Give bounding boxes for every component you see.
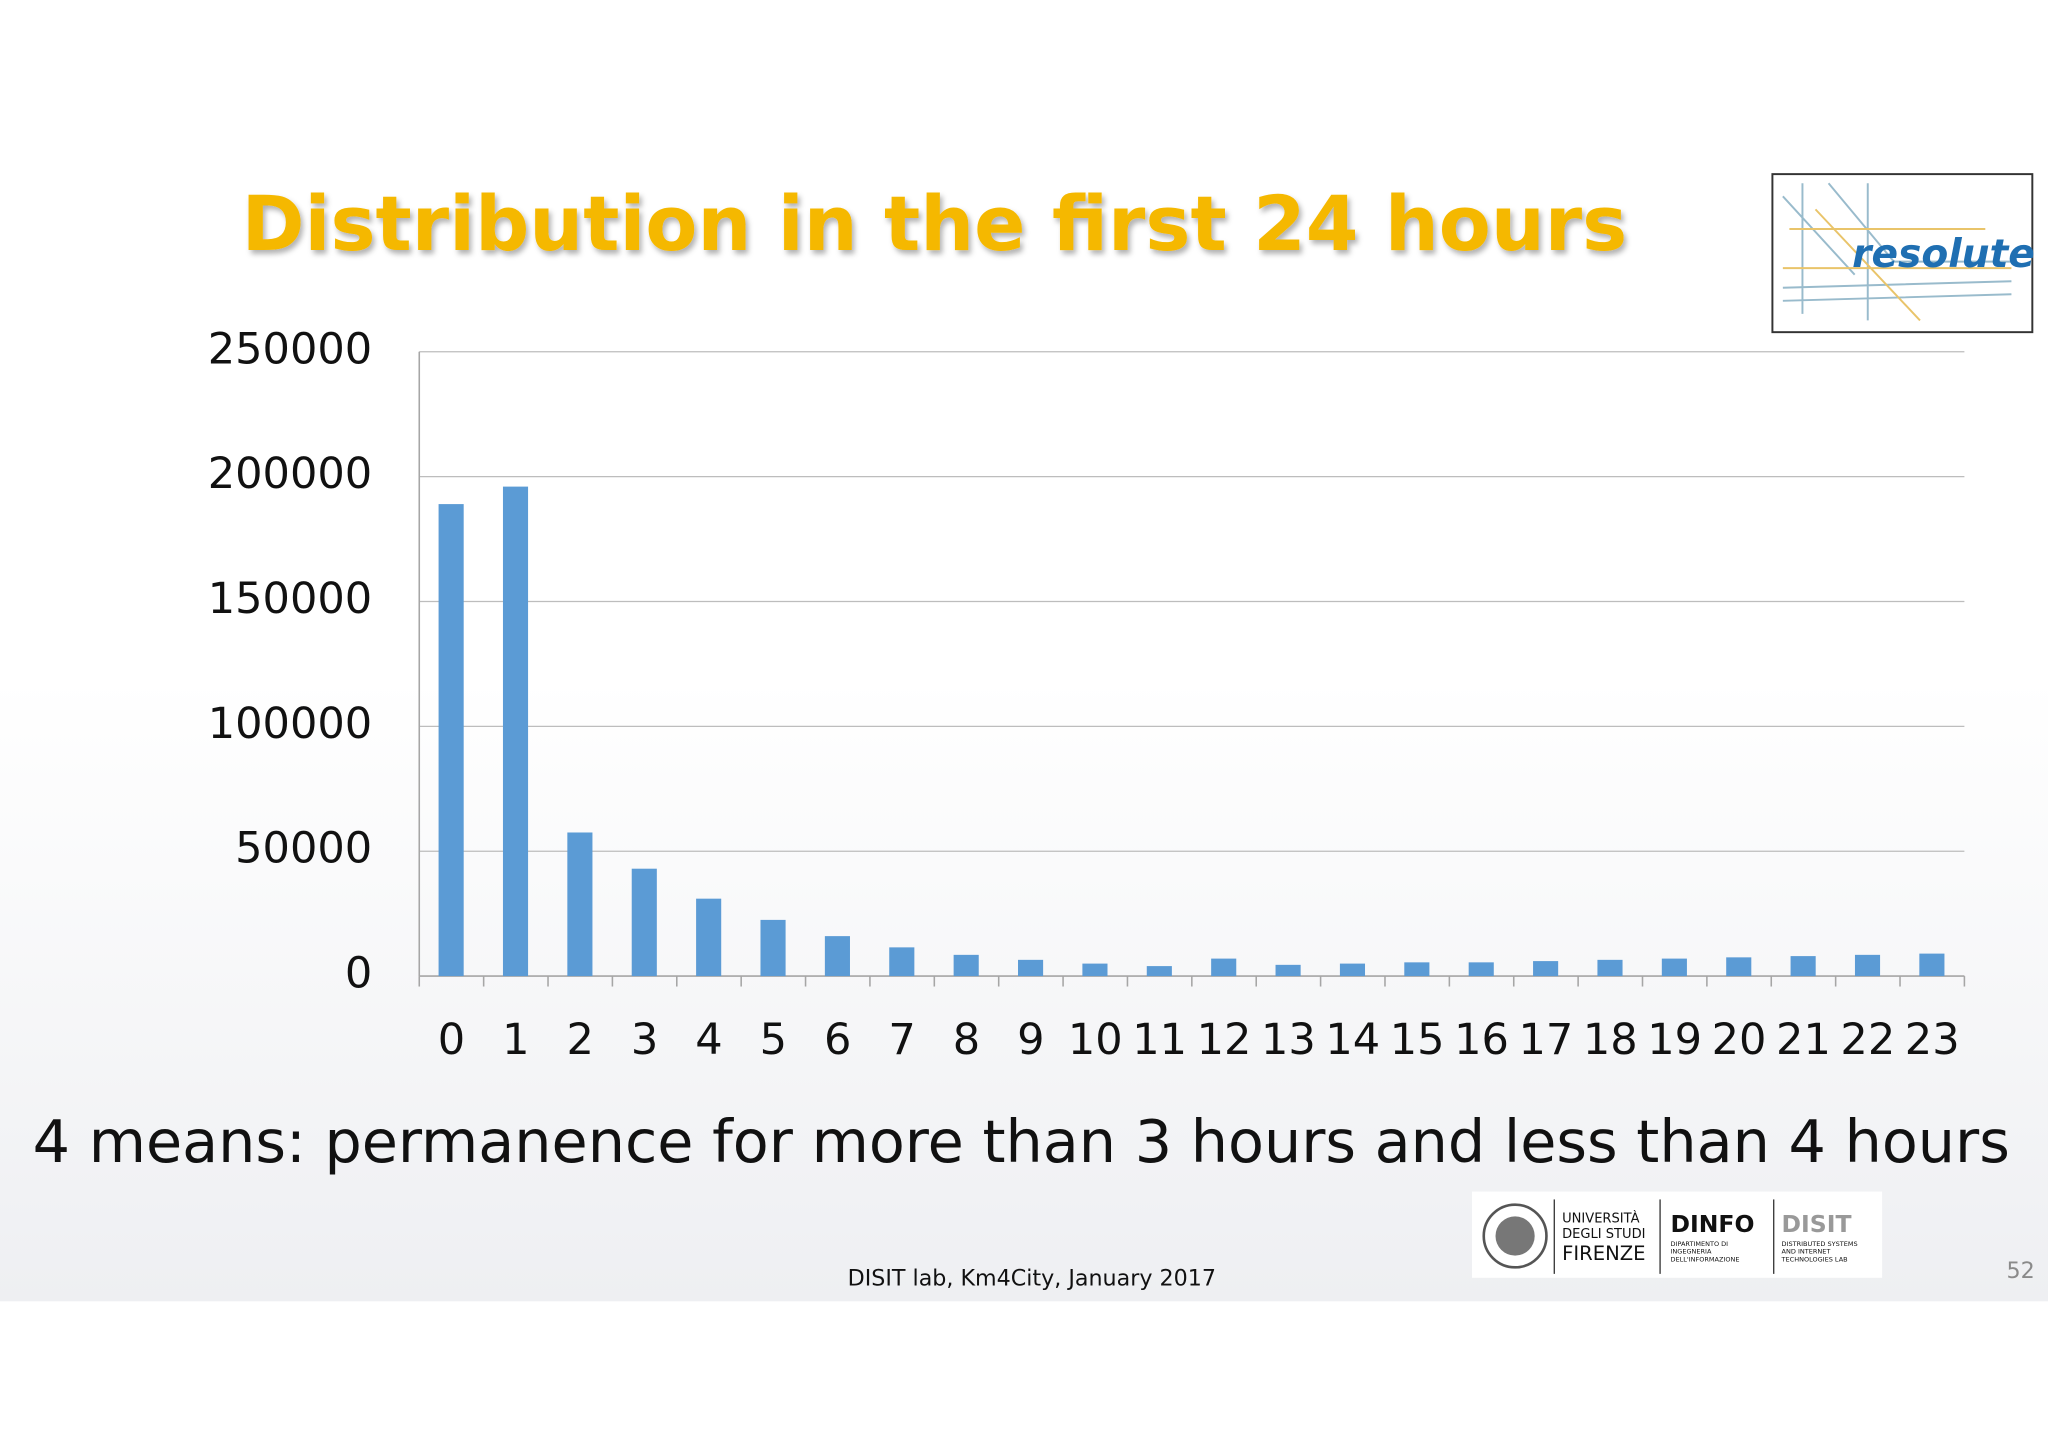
x-tick-label: 10 xyxy=(1068,1015,1123,1065)
disit-sub: DISTRIBUTED SYSTEMS xyxy=(1782,1240,1858,1248)
x-tick-label: 19 xyxy=(1647,1015,1702,1065)
x-tick-label: 16 xyxy=(1454,1015,1509,1065)
y-tick-label: 100000 xyxy=(208,699,373,749)
logo-lines xyxy=(1782,182,2012,321)
disit-sub: TECHNOLOGIES LAB xyxy=(1781,1256,1849,1264)
x-tick-label: 12 xyxy=(1197,1015,1252,1065)
bar xyxy=(696,898,722,977)
bar xyxy=(1533,961,1559,977)
bar xyxy=(1854,954,1881,977)
y-tick-label: 250000 xyxy=(208,324,373,374)
bar xyxy=(889,947,915,977)
x-tick-label: 13 xyxy=(1261,1015,1316,1065)
uni-text: UNIVERSITÀ xyxy=(1562,1211,1639,1227)
dinfo-sub: INGEGNERIA xyxy=(1671,1248,1712,1256)
seal xyxy=(1495,1216,1535,1256)
institution-logos: UNIVERSITÀ DEGLI STUDI FIRENZE DINFO DIP… xyxy=(1472,1191,1883,1278)
x-tick-label: 7 xyxy=(888,1015,915,1065)
x-tick-label: 3 xyxy=(631,1015,658,1065)
logo-panel xyxy=(1472,1191,1883,1278)
x-tick-label: 9 xyxy=(1017,1015,1044,1065)
x-tick-label: 1 xyxy=(502,1015,529,1065)
bar xyxy=(1018,959,1044,977)
bar xyxy=(1275,964,1301,977)
bar xyxy=(1339,963,1366,977)
seal xyxy=(1482,1203,1548,1269)
footer: DISIT lab, Km4City, January 2017 xyxy=(848,1266,1216,1292)
disit-sub: AND INTERNET xyxy=(1782,1248,1831,1256)
x-tick-label: 0 xyxy=(438,1015,465,1065)
bar xyxy=(567,832,593,977)
disit: DISIT xyxy=(1782,1210,1852,1238)
bar xyxy=(1790,956,1816,977)
bar xyxy=(502,486,529,977)
resolute-logo: resolute xyxy=(1771,173,2035,334)
bar xyxy=(1404,962,1430,977)
dinfo: DINFO xyxy=(1671,1210,1755,1238)
x-tick-label: 11 xyxy=(1132,1015,1187,1065)
x-tick-label: 20 xyxy=(1712,1015,1767,1065)
bar xyxy=(760,919,786,977)
y-tick-label: 50000 xyxy=(235,824,372,874)
x-tick-label: 15 xyxy=(1390,1015,1445,1065)
logo-frame xyxy=(1771,173,2034,334)
y-tick-label: 150000 xyxy=(208,574,373,624)
bar xyxy=(1597,959,1623,977)
bar xyxy=(1919,953,1945,977)
x-tick-label: 6 xyxy=(824,1015,851,1065)
bar xyxy=(1726,957,1752,977)
bar xyxy=(1146,966,1172,977)
logo-text: resolute xyxy=(1852,232,2035,277)
note: 4 means: permanence for more than 3 hour… xyxy=(33,1107,2010,1176)
bar xyxy=(631,868,657,977)
x-tick-label: 22 xyxy=(1840,1015,1895,1065)
bar xyxy=(824,936,850,977)
y-tick-label: 0 xyxy=(345,949,372,999)
uni-text: FIRENZE xyxy=(1562,1242,1645,1265)
bar xyxy=(1661,958,1687,977)
x-tick-label: 17 xyxy=(1519,1015,1574,1065)
bar xyxy=(953,954,979,977)
x-tick-label: 14 xyxy=(1325,1015,1380,1065)
chart-title: Distribution in the first 24 hours xyxy=(242,180,1628,268)
dinfo-sub: DIPARTIMENTO DI xyxy=(1671,1240,1729,1248)
bar xyxy=(438,504,464,977)
x-tick-label: 23 xyxy=(1905,1015,1960,1065)
bar xyxy=(1468,962,1494,977)
bar xyxy=(1211,958,1237,977)
uni-text: DEGLI STUDI xyxy=(1562,1227,1645,1242)
bar xyxy=(1082,963,1108,977)
page-number: 52 xyxy=(2006,1258,2034,1284)
x-tick-label: 8 xyxy=(953,1015,980,1065)
x-tick-label: 5 xyxy=(760,1015,787,1065)
logo-lines xyxy=(1782,208,2012,322)
dinfo-sub: DELL'INFORMAZIONE xyxy=(1671,1256,1740,1264)
y-tick-label: 200000 xyxy=(208,449,373,499)
x-tick-label: 21 xyxy=(1776,1015,1831,1065)
x-tick-label: 18 xyxy=(1583,1015,1638,1065)
x-tick-label: 2 xyxy=(567,1015,594,1065)
x-tick-label: 4 xyxy=(695,1015,722,1065)
